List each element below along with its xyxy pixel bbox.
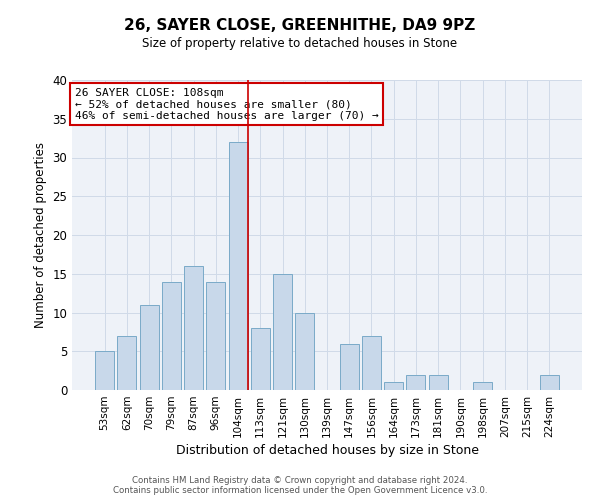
Bar: [406, 374, 425, 390]
Y-axis label: Number of detached properties: Number of detached properties: [34, 142, 47, 328]
Bar: [273, 274, 292, 390]
Bar: [540, 374, 559, 390]
Bar: [229, 142, 248, 390]
Bar: [140, 304, 158, 390]
Bar: [473, 382, 492, 390]
Bar: [206, 282, 225, 390]
Bar: [362, 336, 381, 390]
Text: 26, SAYER CLOSE, GREENHITHE, DA9 9PZ: 26, SAYER CLOSE, GREENHITHE, DA9 9PZ: [124, 18, 476, 32]
Bar: [95, 351, 114, 390]
Bar: [340, 344, 359, 390]
Bar: [295, 312, 314, 390]
Text: Contains HM Land Registry data © Crown copyright and database right 2024.
Contai: Contains HM Land Registry data © Crown c…: [113, 476, 487, 495]
Bar: [429, 374, 448, 390]
X-axis label: Distribution of detached houses by size in Stone: Distribution of detached houses by size …: [176, 444, 479, 457]
Bar: [384, 382, 403, 390]
Bar: [251, 328, 270, 390]
Bar: [162, 282, 181, 390]
Text: Size of property relative to detached houses in Stone: Size of property relative to detached ho…: [142, 38, 458, 51]
Bar: [184, 266, 203, 390]
Text: 26 SAYER CLOSE: 108sqm
← 52% of detached houses are smaller (80)
46% of semi-det: 26 SAYER CLOSE: 108sqm ← 52% of detached…: [74, 88, 379, 121]
Bar: [118, 336, 136, 390]
